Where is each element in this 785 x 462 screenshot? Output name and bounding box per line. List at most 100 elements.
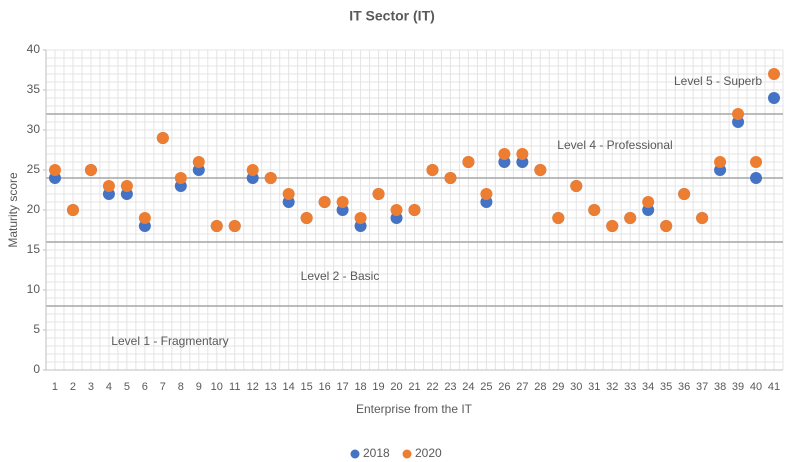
x-tick-label: 23 xyxy=(444,381,456,393)
x-tick-label: 40 xyxy=(750,381,762,393)
x-tick-label: 28 xyxy=(534,381,546,393)
point xyxy=(210,220,223,232)
point xyxy=(570,180,583,192)
point xyxy=(768,92,781,104)
x-tick-label: 15 xyxy=(301,381,313,393)
point xyxy=(66,204,79,216)
y-tick-label: 35 xyxy=(27,82,41,96)
x-tick-label: 7 xyxy=(160,381,166,393)
annotation: Level 4 - Professional xyxy=(557,138,672,152)
point xyxy=(354,212,367,224)
x-tick-label: 19 xyxy=(372,381,384,393)
y-tick-label: 25 xyxy=(27,162,41,176)
x-tick-label: 12 xyxy=(247,381,259,393)
y-tick-label: 0 xyxy=(33,362,40,376)
x-tick-label: 5 xyxy=(124,381,130,393)
x-tick-label: 33 xyxy=(624,381,636,393)
x-tick-label: 38 xyxy=(714,381,726,393)
y-tick-label: 5 xyxy=(33,322,40,336)
point xyxy=(642,196,655,208)
x-axis-label: Enterprise from the IT xyxy=(356,402,473,416)
x-tick-label: 11 xyxy=(229,381,240,393)
y-tick-label: 15 xyxy=(27,242,41,256)
x-tick-label: 26 xyxy=(498,381,510,393)
point xyxy=(246,164,259,176)
chart-title: IT Sector (IT) xyxy=(349,8,435,24)
point xyxy=(426,164,439,176)
point xyxy=(768,68,781,80)
point xyxy=(228,220,241,232)
x-tick-label: 10 xyxy=(211,381,223,393)
x-tick-label: 32 xyxy=(606,381,618,393)
x-tick-label: 4 xyxy=(106,381,112,393)
point xyxy=(282,188,295,200)
point xyxy=(678,188,691,200)
point xyxy=(120,180,133,192)
point xyxy=(138,212,151,224)
point xyxy=(714,156,727,168)
x-tick-label: 36 xyxy=(678,381,690,393)
legend-label: 2018 xyxy=(363,446,390,460)
point xyxy=(750,172,763,184)
x-tick-label: 8 xyxy=(178,381,184,393)
x-tick-label: 13 xyxy=(265,381,277,393)
x-tick-label: 27 xyxy=(516,381,528,393)
x-tick-label: 22 xyxy=(426,381,438,393)
x-tick-label: 1 xyxy=(52,381,58,393)
point xyxy=(606,220,619,232)
point xyxy=(318,196,331,208)
point xyxy=(750,156,763,168)
x-tick-label: 6 xyxy=(142,381,148,393)
x-tick-label: 14 xyxy=(283,381,295,393)
point xyxy=(390,204,403,216)
point xyxy=(156,132,169,144)
point xyxy=(84,164,97,176)
point xyxy=(552,212,565,224)
x-tick-label: 2 xyxy=(70,381,76,393)
x-tick-label: 18 xyxy=(354,381,366,393)
point xyxy=(408,204,421,216)
point xyxy=(264,172,277,184)
annotation: Level 5 - Superb xyxy=(674,74,762,88)
legend-label: 2020 xyxy=(415,446,442,460)
x-tick-label: 41 xyxy=(768,381,780,393)
legend-marker xyxy=(350,449,360,459)
y-tick-label: 30 xyxy=(27,122,41,136)
y-axis-label: Maturity score xyxy=(6,172,20,248)
x-tick-label: 21 xyxy=(408,381,420,393)
point xyxy=(534,164,547,176)
legend-marker xyxy=(402,449,412,459)
x-tick-label: 3 xyxy=(88,381,94,393)
point xyxy=(732,108,745,120)
x-tick-label: 29 xyxy=(552,381,564,393)
x-tick-label: 20 xyxy=(390,381,402,393)
y-tick-label: 20 xyxy=(27,202,41,216)
x-tick-label: 17 xyxy=(336,381,348,393)
x-tick-label: 25 xyxy=(480,381,492,393)
point xyxy=(48,164,61,176)
x-tick-label: 31 xyxy=(588,381,600,393)
point xyxy=(588,204,601,216)
x-tick-label: 30 xyxy=(570,381,582,393)
point xyxy=(462,156,475,168)
point xyxy=(174,172,187,184)
annotation: Level 2 - Basic xyxy=(301,269,380,283)
point xyxy=(336,196,349,208)
point xyxy=(660,220,673,232)
x-tick-label: 35 xyxy=(660,381,672,393)
x-tick-label: 24 xyxy=(462,381,474,393)
point xyxy=(300,212,313,224)
point xyxy=(372,188,385,200)
point xyxy=(444,172,457,184)
point xyxy=(624,212,637,224)
point xyxy=(480,188,493,200)
y-tick-label: 40 xyxy=(27,42,41,56)
annotation: Level 1 - Fragmentary xyxy=(111,334,228,348)
y-tick-label: 10 xyxy=(27,282,41,296)
x-tick-label: 9 xyxy=(196,381,202,393)
x-tick-label: 37 xyxy=(696,381,708,393)
point xyxy=(516,148,529,160)
x-tick-label: 16 xyxy=(318,381,330,393)
point xyxy=(498,148,511,160)
